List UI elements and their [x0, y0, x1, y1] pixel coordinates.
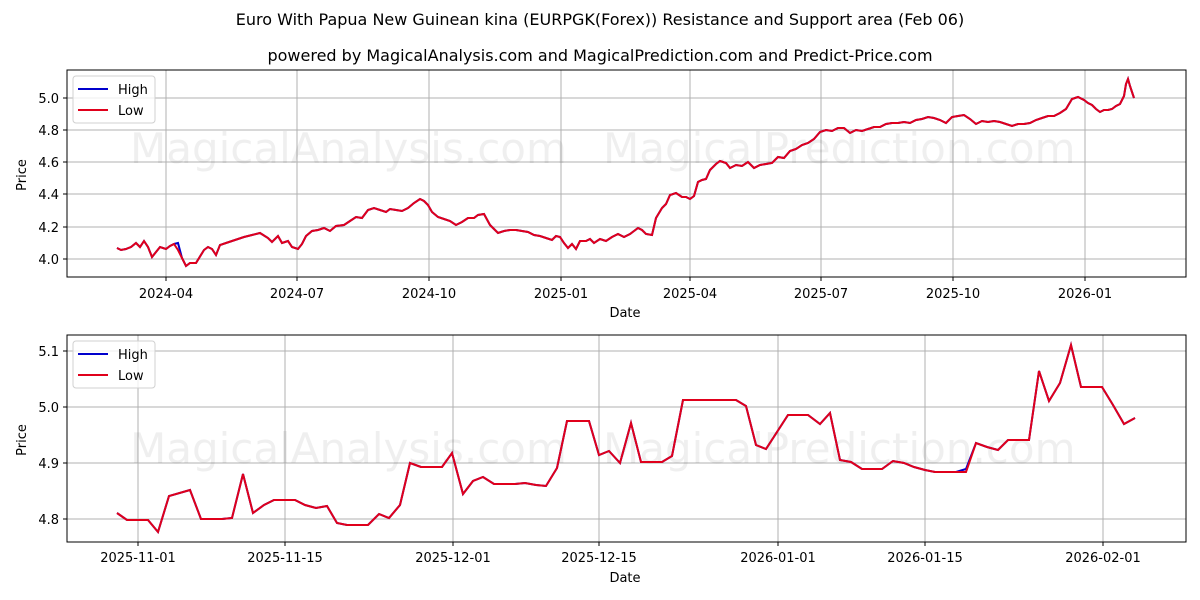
- y-tick-label: 4.4: [38, 188, 59, 203]
- top-axes-frame: [66, 69, 1187, 278]
- x-tick-label: 2024-10: [402, 287, 456, 302]
- bottom-low-line: [116, 341, 1136, 535]
- x-tick-label: 2024-07: [270, 287, 324, 302]
- x-tick-label: 2026-02-01: [1065, 551, 1141, 566]
- x-tick-label: 2025-07: [794, 287, 848, 302]
- top-legend: High Low: [72, 75, 156, 124]
- legend-high-label: High: [118, 348, 148, 363]
- legend-low-label: Low: [118, 369, 144, 384]
- bottom-grid: [67, 335, 1186, 542]
- bottom-chart: MagicalAnalysis.com MagicalPrediction.co…: [15, 334, 1187, 586]
- x-tick-label: 2025-11-01: [100, 551, 176, 566]
- x-axis-label: Date: [609, 571, 640, 586]
- y-axis-label: Price: [15, 424, 30, 456]
- x-tick-label: 2025-04: [663, 287, 717, 302]
- legend-high-label: High: [118, 83, 148, 98]
- x-tick-label: 2025-11-15: [247, 551, 323, 566]
- bottom-axes-frame: [66, 334, 1187, 543]
- x-tick-label: 2024-04: [139, 287, 193, 302]
- x-tick-label: 2025-12-01: [415, 551, 491, 566]
- legend-low-label: Low: [118, 104, 144, 119]
- chart-title: Euro With Papua New Guinean kina (EURPGK…: [235, 10, 965, 29]
- y-axis-label: Price: [15, 159, 30, 191]
- bottom-legend: High Low: [72, 340, 156, 389]
- y-tick-label: 4.0: [38, 253, 59, 268]
- y-tick-label: 5.1: [38, 345, 59, 360]
- x-tick-label: 2026-01: [1058, 287, 1112, 302]
- y-tick-label: 5.0: [38, 92, 59, 107]
- x-axis-label: Date: [609, 306, 640, 321]
- y-tick-label: 5.0: [38, 401, 59, 416]
- top-grid: [67, 70, 1186, 277]
- y-tick-label: 4.9: [38, 457, 59, 472]
- x-tick-label: 2026-01-15: [887, 551, 963, 566]
- watermark-text: MagicalAnalysis.com: [130, 124, 567, 173]
- top-chart: MagicalAnalysis.com MagicalPrediction.co…: [15, 69, 1187, 321]
- top-low-line: [116, 75, 1135, 268]
- x-tick-label: 2025-01: [534, 287, 588, 302]
- x-tick-label: 2026-01-01: [740, 551, 816, 566]
- watermark-text: MagicalAnalysis.com: [130, 424, 567, 473]
- watermark-text: MagicalPrediction.com: [603, 424, 1076, 473]
- watermark-text: MagicalPrediction.com: [603, 124, 1076, 173]
- y-tick-label: 4.8: [38, 124, 59, 139]
- chart-subtitle: powered by MagicalAnalysis.com and Magic…: [267, 46, 933, 65]
- y-tick-label: 4.6: [38, 156, 59, 171]
- x-tick-label: 2025-12-15: [561, 551, 637, 566]
- y-tick-label: 4.2: [38, 221, 59, 236]
- x-tick-label: 2025-10: [926, 287, 980, 302]
- y-tick-label: 4.8: [38, 513, 59, 528]
